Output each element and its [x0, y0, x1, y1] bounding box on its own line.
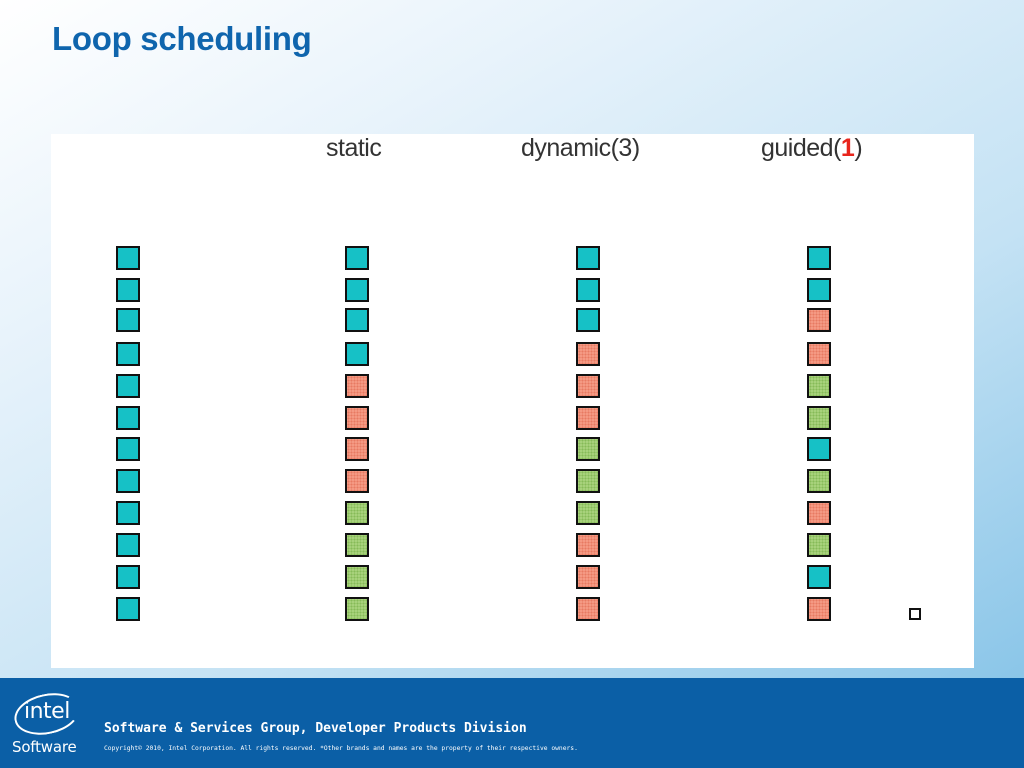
iteration-block	[807, 246, 831, 270]
iteration-block	[116, 406, 140, 430]
iteration-block	[576, 278, 600, 302]
iteration-block	[576, 469, 600, 493]
iteration-block	[345, 565, 369, 589]
iteration-block	[345, 278, 369, 302]
iteration-block	[807, 565, 831, 589]
iteration-block	[807, 342, 831, 366]
guided-label: guided(	[761, 134, 841, 162]
iteration-block	[116, 597, 140, 621]
iteration-block	[576, 533, 600, 557]
iteration-block	[576, 374, 600, 398]
iteration-block	[345, 597, 369, 621]
iteration-block	[116, 501, 140, 525]
iteration-block	[116, 565, 140, 589]
iteration-block	[576, 565, 600, 589]
iteration-block	[116, 469, 140, 493]
column-header-dynamic: dynamic(3)	[521, 134, 640, 163]
diagram-panel: static dynamic(3) guided(1)	[51, 134, 974, 668]
iteration-block	[116, 246, 140, 270]
iteration-block	[807, 437, 831, 461]
iteration-block	[807, 406, 831, 430]
footer-copyright: Copyright© 2010, Intel Corporation. All …	[104, 745, 578, 752]
iteration-block	[116, 374, 140, 398]
iteration-block	[345, 469, 369, 493]
iteration-block	[807, 278, 831, 302]
iteration-block	[345, 533, 369, 557]
iteration-block	[345, 308, 369, 332]
iteration-block	[116, 342, 140, 366]
column-header-static: static	[326, 134, 382, 163]
static-label: static	[326, 134, 382, 162]
iteration-block	[345, 246, 369, 270]
iteration-block	[807, 374, 831, 398]
iteration-block	[576, 246, 600, 270]
footer-group-name: Software & Services Group, Developer Pro…	[104, 721, 527, 736]
iteration-block	[116, 278, 140, 302]
iteration-block	[807, 597, 831, 621]
iteration-block	[807, 469, 831, 493]
iteration-block	[116, 308, 140, 332]
iteration-block	[576, 501, 600, 525]
iteration-block	[807, 501, 831, 525]
logo-word: intel	[24, 699, 70, 724]
guided-chunk-highlight: 1	[840, 134, 855, 162]
iteration-block	[116, 437, 140, 461]
guided-label-suffix: )	[854, 134, 863, 162]
footer-bar: intel Software Software & Services Group…	[0, 678, 1024, 768]
iteration-block	[345, 437, 369, 461]
dynamic-label: dynamic(3)	[521, 134, 640, 162]
iteration-block	[345, 342, 369, 366]
iteration-block	[576, 406, 600, 430]
logo-subtitle: Software	[12, 738, 77, 756]
iteration-block	[576, 597, 600, 621]
slide-title: Loop scheduling	[52, 20, 312, 57]
iteration-block	[345, 501, 369, 525]
small-square-marker	[909, 608, 921, 620]
iteration-block	[807, 308, 831, 332]
iteration-block	[345, 374, 369, 398]
column-header-guided: guided(1)	[761, 134, 863, 163]
iteration-block	[807, 533, 831, 557]
iteration-block	[576, 437, 600, 461]
iteration-block	[576, 308, 600, 332]
intel-logo: intel Software	[10, 687, 84, 756]
iteration-block	[116, 533, 140, 557]
iteration-block	[345, 406, 369, 430]
iteration-block	[576, 342, 600, 366]
